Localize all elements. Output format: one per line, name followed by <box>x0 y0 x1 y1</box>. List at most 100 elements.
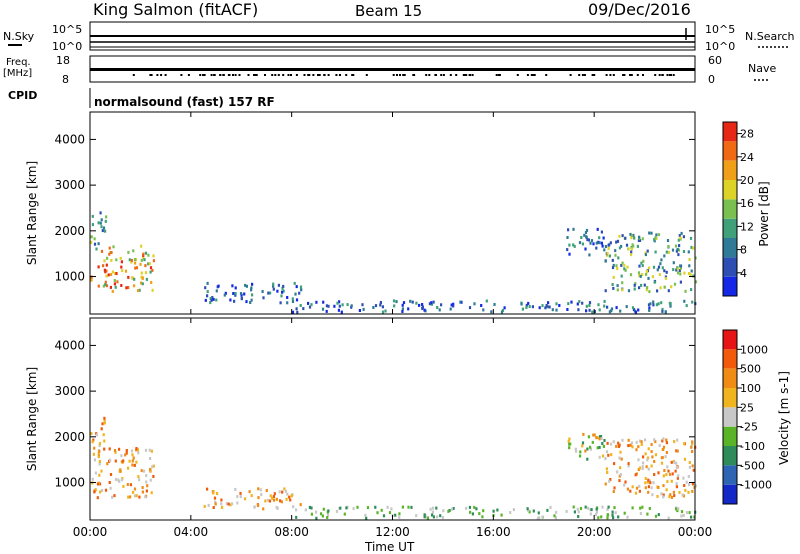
range-cell <box>688 258 691 261</box>
range-cell <box>249 301 252 304</box>
range-cell <box>689 236 693 240</box>
range-cell <box>639 506 642 510</box>
velocity-colorbar: 1000 500 100 25 -25 -100 -500 -1000 <box>722 329 772 505</box>
range-cell <box>585 304 588 308</box>
colorbar-segment <box>723 276 737 296</box>
y-tick-label: 2000 <box>54 224 85 238</box>
range-cell <box>662 493 665 497</box>
range-cell <box>654 514 658 518</box>
range-cell <box>468 306 472 310</box>
colorbar-tick-label: -100 <box>740 440 765 453</box>
range-cell <box>147 262 150 266</box>
range-cell <box>579 454 582 458</box>
range-cell <box>315 516 318 520</box>
range-cell <box>641 273 644 277</box>
range-cell <box>676 509 679 513</box>
range-cell <box>612 440 615 444</box>
nave-dot <box>465 74 468 76</box>
range-cell <box>440 303 443 307</box>
range-cell <box>676 449 679 453</box>
time-x-ticks: 00:00 04:00 08:00 12:00 16:00 20:00 00:00 <box>73 112 712 539</box>
range-cell <box>98 460 101 463</box>
noise-top-tick-right: 10^5 <box>705 23 735 36</box>
range-cell <box>645 269 648 273</box>
nave-dot <box>605 74 608 76</box>
velocity-y-axis-label: Slant Range [km] <box>25 367 39 471</box>
range-cell <box>415 514 418 518</box>
range-cell <box>669 304 672 308</box>
range-cell <box>133 487 137 491</box>
colorbar-segment <box>723 484 737 504</box>
range-cell <box>677 507 680 511</box>
range-cell <box>480 304 483 307</box>
freq-strip: Freq. [MHz] 18 8 60 0 Nave <box>3 54 776 86</box>
range-cell <box>335 509 339 513</box>
range-cell <box>528 510 531 514</box>
noise-bottom-tick-left: 10^0 <box>52 40 82 53</box>
range-cell <box>595 246 598 250</box>
colorbar-segment <box>723 257 737 277</box>
range-cell <box>640 261 643 265</box>
range-cell <box>662 484 665 488</box>
range-cell <box>584 231 588 234</box>
range-cell <box>232 292 235 295</box>
range-cell <box>650 486 653 490</box>
range-cell <box>657 233 661 237</box>
range-cell <box>361 303 364 307</box>
range-cell <box>568 437 571 441</box>
range-cell <box>251 282 254 286</box>
range-cell <box>665 250 668 254</box>
range-cell <box>116 280 119 284</box>
colorbar-tick-label: 100 <box>740 382 761 395</box>
range-cell <box>621 288 624 292</box>
range-cell <box>526 507 529 511</box>
range-cell <box>575 449 578 453</box>
range-cell <box>104 229 107 233</box>
range-cell <box>611 258 614 262</box>
cpid-strip: CPID normalsound (fast) 157 RF <box>8 88 275 109</box>
range-cell <box>675 449 678 453</box>
range-cell <box>206 487 209 491</box>
range-cell <box>233 299 236 303</box>
range-cell <box>616 470 619 474</box>
range-cell <box>578 300 581 304</box>
range-cell <box>381 305 384 309</box>
range-cell <box>607 505 610 509</box>
range-cell <box>449 307 452 311</box>
range-cell <box>452 304 455 308</box>
range-cell <box>665 270 668 274</box>
range-cell <box>677 253 680 257</box>
range-cell <box>152 464 155 468</box>
colorbar-tick-label: 4 <box>740 267 747 280</box>
range-cell <box>299 503 302 507</box>
range-cell <box>568 243 571 247</box>
range-cell <box>624 480 627 484</box>
nave-dot <box>232 74 234 76</box>
range-cell <box>691 482 694 486</box>
nave-dot <box>312 74 315 76</box>
range-cell <box>310 506 313 510</box>
range-cell <box>683 457 687 461</box>
nave-dot <box>532 74 535 76</box>
range-cell <box>693 486 696 489</box>
range-cell <box>146 484 149 488</box>
nave-dot <box>227 74 230 76</box>
range-cell <box>652 481 655 485</box>
range-cell <box>606 516 609 520</box>
range-cell <box>691 464 694 468</box>
range-cell <box>398 515 401 519</box>
range-cell <box>429 507 432 511</box>
range-cell <box>660 301 663 305</box>
range-cell <box>97 221 100 225</box>
range-cell <box>683 299 686 303</box>
range-cell <box>644 486 647 490</box>
range-cell <box>596 446 599 450</box>
range-cell <box>91 477 94 481</box>
colorbar-segment <box>723 388 737 408</box>
nave-dot <box>516 74 519 76</box>
y-tick-label: 2000 <box>54 430 85 444</box>
range-cell <box>401 307 404 311</box>
range-cell <box>127 250 130 254</box>
range-cell <box>141 282 144 286</box>
range-cell <box>133 463 136 467</box>
